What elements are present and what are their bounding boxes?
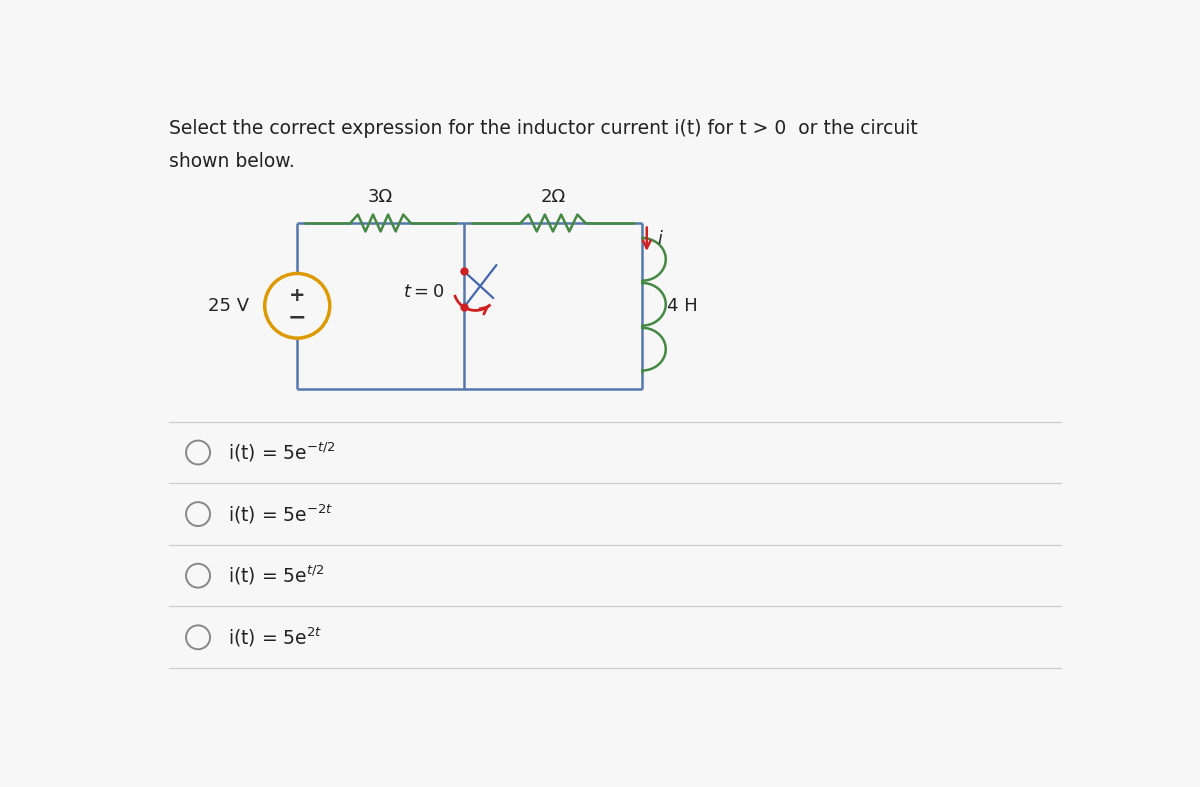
Text: 3Ω: 3Ω [368,188,394,206]
Text: +: + [289,286,306,305]
Text: 4 H: 4 H [667,297,697,315]
Text: 2Ω: 2Ω [540,188,565,206]
Text: i(t) = 5e$^{-2t}$: i(t) = 5e$^{-2t}$ [228,502,332,526]
Text: $t = 0$: $t = 0$ [403,283,444,301]
Text: shown below.: shown below. [169,152,295,172]
Text: 25 V: 25 V [208,297,250,315]
Text: i: i [658,231,662,248]
Circle shape [265,273,330,338]
Text: −: − [288,308,306,327]
Text: i(t) = 5e$^{2t}$: i(t) = 5e$^{2t}$ [228,626,322,649]
Text: i(t) = 5e$^{t/2}$: i(t) = 5e$^{t/2}$ [228,564,324,587]
Text: Select the correct expression for the inductor current i(t) for t > 0  or the ci: Select the correct expression for the in… [169,119,918,138]
Text: i(t) = 5e$^{-t/2}$: i(t) = 5e$^{-t/2}$ [228,441,335,464]
